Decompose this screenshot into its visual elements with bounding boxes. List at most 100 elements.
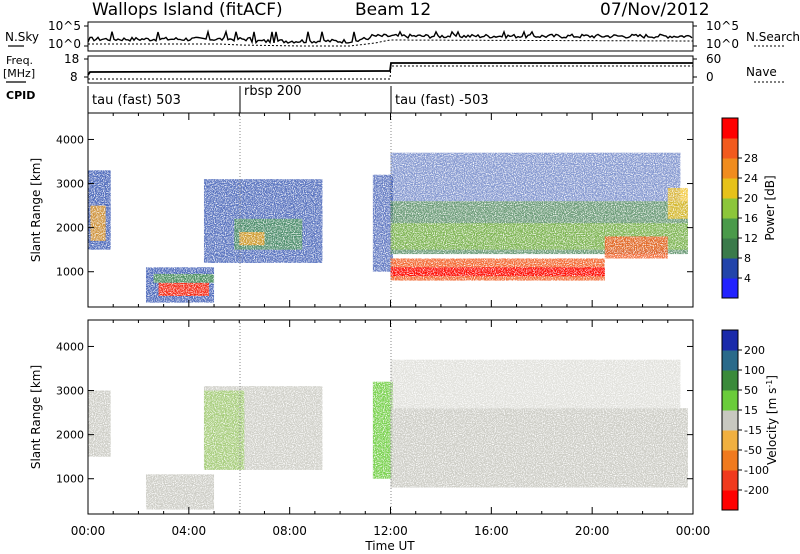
colorbar-swatch [722,330,738,351]
cpid-label: CPID [6,89,35,102]
colorbar-swatch [722,158,738,179]
date-label: 07/Nov/2012 [600,0,710,20]
freq-line [87,62,693,76]
colorbar-tick-label: 200 [744,344,765,357]
colorbar-swatch [722,450,738,471]
nsky-tick-top: 10^5 [48,19,81,33]
nsearch-tick-bottom: 10^0 [706,37,739,51]
cpid-segment-3: tau (fast) -503 [395,93,489,108]
nave-tick-0: 0 [706,70,714,84]
colorbar-tick-label: 8 [744,252,751,265]
x-tick-label: 00:00 [71,524,106,538]
station-title: Wallops Island (fitACF) [92,0,283,20]
power-echo [90,205,106,241]
power-echo [604,236,668,259]
velocity-ylabel: Slant Range [km] [29,365,43,469]
colorbar-swatch [722,258,738,279]
freq-label: Freq. [6,54,33,67]
colorbar-swatch [722,410,738,431]
x-tick-label: 12:00 [373,524,408,538]
power-panel: 1000 2000 3000 4000 Slant Range [km] [29,112,694,308]
x-tick-label: 00:00 [676,524,711,538]
velocity-echo [372,381,394,479]
power-echo [390,267,605,277]
colorbar-swatch [722,370,738,391]
colorbar-swatch [722,430,738,451]
nsearch-line [88,39,694,47]
y-tick-label: 2000 [56,222,84,235]
power-echo [667,187,688,219]
y-tick-label: 1000 [56,473,84,486]
colorbar-swatch [722,198,738,219]
nsky-line [87,29,693,45]
velocity-echo [145,474,215,510]
colorbar-tick-label: -15 [744,424,762,437]
nave-tick-60: 60 [706,52,721,66]
y-tick-label: 1000 [56,266,84,279]
beam-label: Beam 12 [355,0,431,20]
x-axis-label: Time UT [364,539,415,553]
x-tick-label: 04:00 [172,524,207,538]
colorbar-swatch [722,238,738,259]
power-echo [239,232,265,246]
velocity-echo [390,359,681,409]
colorbar-tick-label: 16 [744,212,758,225]
colorbar-tick-label: 50 [744,384,758,397]
nsky-tick-bottom: 10^0 [48,37,81,51]
colorbar-swatch [722,470,738,491]
velocity-echo [88,390,111,457]
colorbar-swatch [722,178,738,199]
power-echo [372,174,394,272]
nsearch-tick-top: 10^5 [706,19,739,33]
velocity-colorbar-label: Velocity [m s-1] [765,375,779,465]
power-colorbar: 4 8 12 16 20 24 28 Power [dB] [721,117,777,299]
colorbar-swatch [722,118,738,139]
colorbar-swatch [722,490,738,511]
freq-tick-8: 8 [70,70,78,84]
colorbar-swatch [722,390,738,411]
freq-unit-label: [MHz] [3,67,35,80]
freq-tick-18: 18 [64,52,79,66]
colorbar-tick-label: 15 [744,404,758,417]
cpid-segment-1: tau (fast) 503 [92,93,181,108]
x-tick-label: 16:00 [474,524,509,538]
x-tick-label: 08:00 [272,524,307,538]
colorbar-tick-label: 100 [744,364,765,377]
cpid-segment-2: rbsp 200 [244,84,302,99]
freq-panel: 18 8 60 0 [64,52,721,84]
colorbar-tick-label: -100 [744,464,769,477]
power-ylabel: Slant Range [km] [29,158,43,262]
nave-line [88,65,693,80]
velocity-panel: 1000 2000 3000 4000 Slant Range [km] [29,319,694,515]
y-tick-label: 3000 [56,178,84,191]
cpid-row: tau (fast) 503 rbsp 200 tau (fast) -503 [87,84,694,113]
colorbar-tick-label: 24 [744,172,758,185]
velocity-echo [390,408,688,488]
x-tick-label: 20:00 [575,524,610,538]
velocity-colorbar: -200 -100 -50 -15 15 50 100 200 Velocity [m s-1… [721,329,779,511]
colorbar-tick-label: 12 [744,232,758,245]
colorbar-tick-label: 28 [744,152,758,165]
colorbar-tick-label: -50 [744,444,762,457]
colorbar-tick-label: 4 [744,272,751,285]
colorbar-swatch [722,278,738,299]
power-echo [153,273,215,283]
colorbar-swatch [722,138,738,159]
nsky-label: N.Sky [5,30,39,44]
power-colorbar-label: Power [dB] [763,175,777,240]
noise-panel: 10^5 10^0 10^5 10^0 [48,19,739,52]
power-echo [390,152,681,202]
y-tick-label: 2000 [56,429,84,442]
nsearch-label: N.Search [746,30,800,44]
colorbar-swatch [722,350,738,371]
y-tick-label: 4000 [56,340,84,353]
y-tick-label: 3000 [56,385,84,398]
y-tick-label: 4000 [56,133,84,146]
velocity-echo [203,390,245,470]
colorbar-tick-label: 20 [744,192,758,205]
power-echo [158,282,209,296]
colorbar-swatch [722,218,738,239]
nave-label: Nave [746,65,777,79]
colorbar-tick-label: -200 [744,484,769,497]
